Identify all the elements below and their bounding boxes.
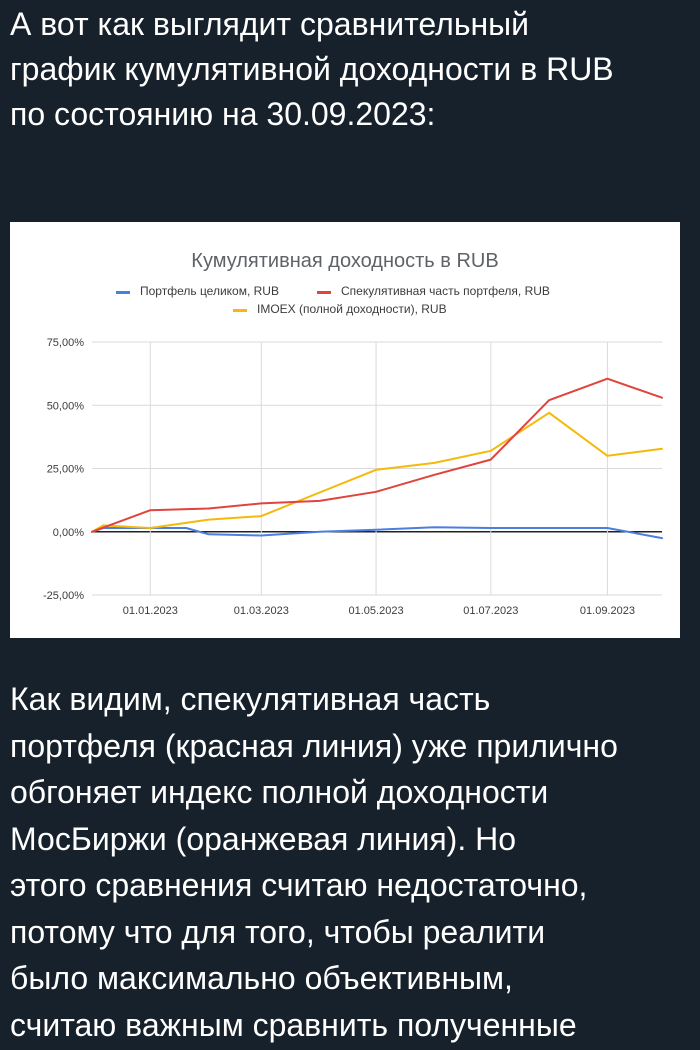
legend-swatch [233,309,247,312]
y-tick-label: 50,00% [47,400,85,412]
cumulative-return-chart: Кумулятивная доходность в RUB Портфель ц… [43,250,663,617]
intro-line: А вот как выглядит сравнительный [10,6,530,42]
x-tick-label: 01.05.2023 [349,605,404,617]
body-line: портфеля (красная линия) уже прилично [10,727,618,764]
y-axis: -25,00% 0,00% 25,00% 50,00% 75,00% [43,337,84,602]
legend-label: Спекулятивная часть портфеля, RUB [341,284,550,298]
body-line: этого сравнения считаю недостаточно, [10,867,588,903]
intro-line: по состоянию на 30.09.2023: [10,96,436,132]
legend-label: Портфель целиком, RUB [140,284,279,298]
legend-swatch [116,291,130,294]
y-tick-label: 25,00% [47,464,85,476]
body-line: обгоняет индекс полной доходности [10,774,549,810]
chart-grid [92,341,662,596]
body-line: МосБиржи (оранжевая линия). Но [10,820,516,857]
series-line-2 [91,411,663,533]
chart-legend: Портфель целиком, RUB Спекулятивная часть… [116,284,550,316]
post-intro-text: А вот как выглядит сравнительный график к… [10,2,690,137]
x-tick-label: 01.09.2023 [580,605,635,617]
intro-line: график кумулятивной доходности в RUB [10,51,614,87]
x-axis: 01.01.2023 01.03.2023 01.05.2023 01.07.2023… [123,605,635,617]
x-tick-label: 01.03.2023 [234,605,289,617]
chart-series [91,377,663,540]
y-tick-label: 75,00% [47,337,85,349]
legend-swatch [317,291,331,294]
post-body-text: Как видим, спекулятивная часть портфеля (… [10,676,690,1048]
chart-card: Кумулятивная доходность в RUB Портфель ц… [10,222,680,638]
series-line-1 [91,377,663,533]
chart-title: Кумулятивная доходность в RUB [191,250,498,272]
body-line: Как видим, спекулятивная часть [10,681,491,717]
body-line: было максимально объективным, [10,960,513,996]
series-line-0 [91,526,663,540]
legend-label: IMOEX (полной доходности), RUB [257,302,447,316]
body-line: потому что для того, чтобы реалити [10,913,546,950]
y-tick-label: -25,00% [43,590,84,602]
x-tick-label: 01.01.2023 [123,605,178,617]
body-line: считаю важным сравнить полученные [10,1006,577,1043]
x-tick-label: 01.07.2023 [463,605,518,617]
y-tick-label: 0,00% [53,527,84,539]
